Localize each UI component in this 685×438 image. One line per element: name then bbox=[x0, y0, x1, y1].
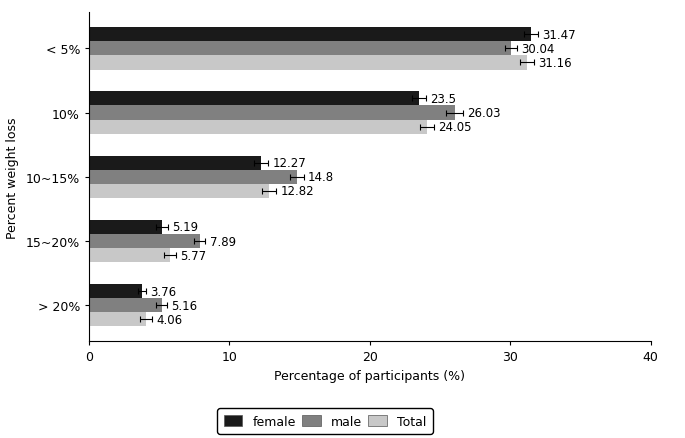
Text: 24.05: 24.05 bbox=[438, 121, 471, 134]
Text: 5.19: 5.19 bbox=[172, 221, 198, 234]
Bar bbox=[89, 92, 419, 106]
Text: 3.76: 3.76 bbox=[150, 285, 177, 298]
Text: 7.89: 7.89 bbox=[210, 235, 236, 248]
Bar bbox=[89, 56, 527, 71]
X-axis label: Percentage of participants (%): Percentage of participants (%) bbox=[275, 369, 465, 382]
Bar bbox=[89, 234, 200, 248]
Text: 26.03: 26.03 bbox=[467, 107, 501, 120]
Bar bbox=[89, 42, 511, 56]
Bar bbox=[89, 284, 142, 299]
Text: 12.27: 12.27 bbox=[273, 157, 306, 170]
Bar bbox=[89, 220, 162, 234]
Bar bbox=[89, 184, 269, 198]
Bar bbox=[89, 106, 455, 120]
Text: 23.5: 23.5 bbox=[430, 93, 456, 106]
Text: 12.82: 12.82 bbox=[280, 185, 314, 198]
Bar bbox=[89, 170, 297, 184]
Bar bbox=[89, 120, 427, 134]
Bar bbox=[89, 28, 531, 42]
Text: 30.04: 30.04 bbox=[521, 43, 554, 56]
Bar bbox=[89, 313, 146, 327]
Text: 4.06: 4.06 bbox=[156, 313, 182, 326]
Bar bbox=[89, 299, 162, 313]
Text: 5.16: 5.16 bbox=[171, 299, 197, 312]
Text: 31.47: 31.47 bbox=[543, 28, 576, 42]
Text: 14.8: 14.8 bbox=[308, 171, 334, 184]
Text: 5.77: 5.77 bbox=[180, 249, 206, 262]
Bar bbox=[89, 248, 170, 263]
Y-axis label: Percent weight loss: Percent weight loss bbox=[6, 117, 18, 238]
Bar bbox=[89, 156, 262, 170]
Legend: female, male, Total: female, male, Total bbox=[217, 409, 432, 434]
Text: 31.16: 31.16 bbox=[538, 57, 571, 70]
